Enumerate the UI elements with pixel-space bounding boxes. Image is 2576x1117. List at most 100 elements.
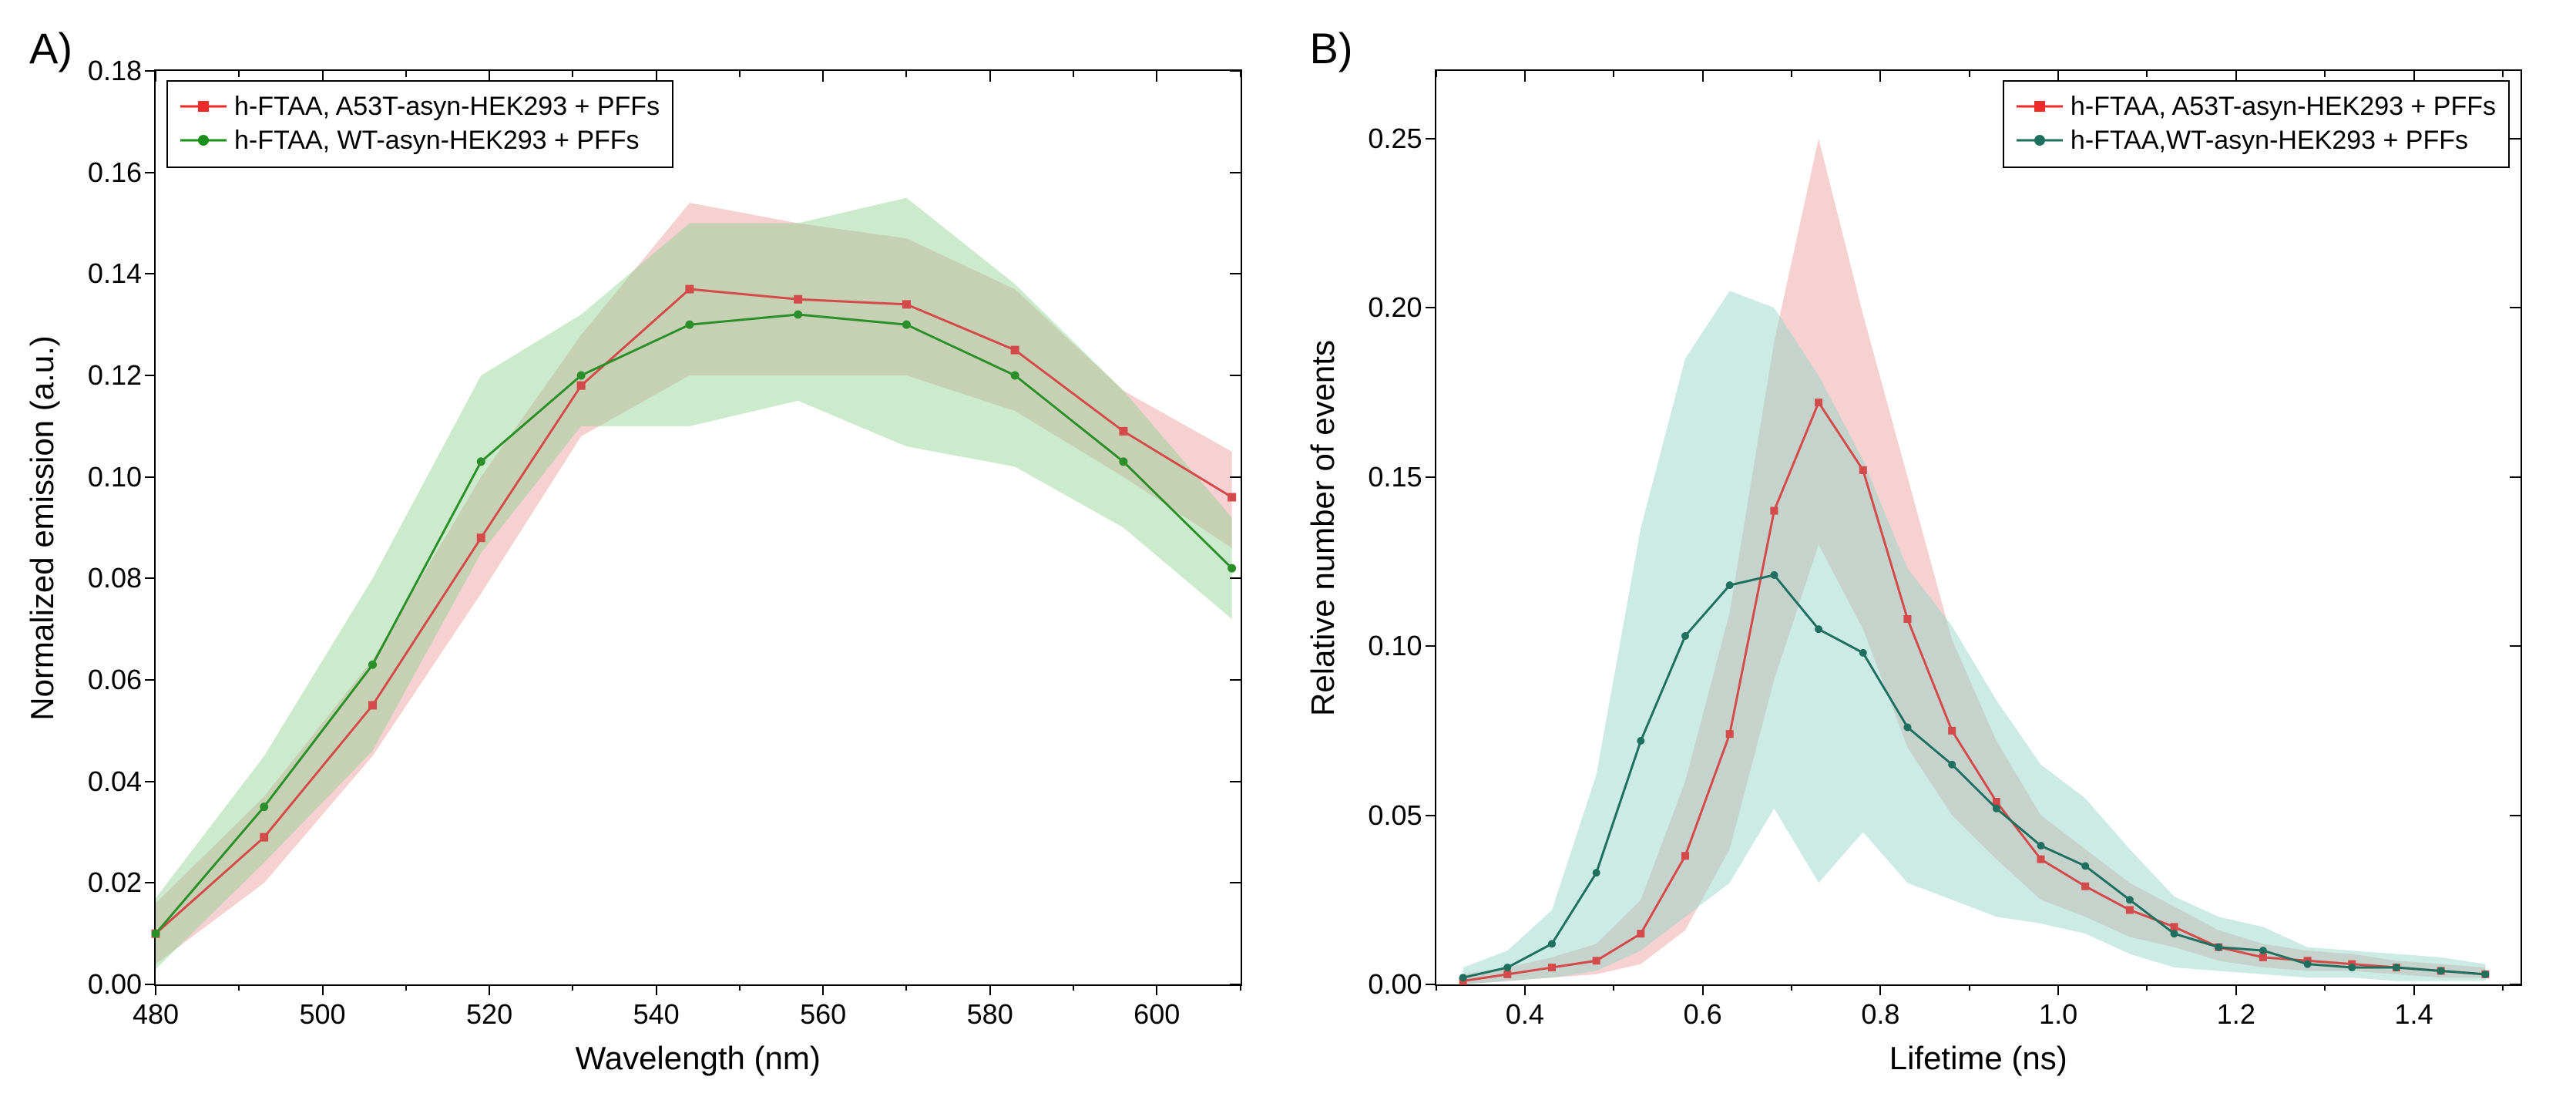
panelA-marker-A53T <box>577 382 585 389</box>
panelB-marker-WT <box>1503 964 1510 971</box>
panelA-marker-A53T <box>1011 346 1019 354</box>
x-tick-label: 480 <box>133 998 179 1031</box>
legend-item: h-FTAA, A53T-asyn-HEK293 + PFFs <box>2017 89 2496 123</box>
panel-a-label: A) <box>29 23 72 73</box>
panel-a-plot-wrap: h-FTAA, A53T-asyn-HEK293 + PFFsh-FTAA, W… <box>154 69 1242 986</box>
legend-label: h-FTAA,WT-asyn-HEK293 + PFFs <box>2071 123 2468 157</box>
panelB-marker-WT <box>1815 626 1822 633</box>
panelB-marker-A53T <box>2259 954 2266 961</box>
panelA-marker-A53T <box>902 301 910 308</box>
x-tick-label: 1.4 <box>2395 998 2433 1031</box>
panelB-marker-WT <box>1903 724 1910 731</box>
panelB-marker-WT <box>1593 870 1600 876</box>
legend-swatch <box>2017 131 2063 150</box>
panelB-marker-A53T <box>2037 856 2044 863</box>
legend-swatch <box>180 97 227 116</box>
panel-b-label: B) <box>1310 23 1353 73</box>
panelB-marker-WT <box>1948 761 1955 768</box>
panel-a-plot-area: h-FTAA, A53T-asyn-HEK293 + PFFsh-FTAA, W… <box>154 69 1242 986</box>
panel-a: A) h-FTAA, A53T-asyn-HEK293 + PFFsh-FTAA… <box>23 15 1273 1094</box>
legend-label: h-FTAA, A53T-asyn-HEK293 + PFFs <box>2071 89 2496 123</box>
panelA-marker-WT <box>794 311 802 318</box>
panelB-marker-WT <box>1726 582 1733 589</box>
y-tick-label: 0.02 <box>88 866 142 899</box>
panelB-marker-A53T <box>1993 799 2000 806</box>
panelA-marker-WT <box>902 321 910 328</box>
panelB-marker-A53T <box>2126 907 2133 913</box>
panelA-marker-A53T <box>260 833 268 841</box>
panel-a-legend: h-FTAA, A53T-asyn-HEK293 + PFFsh-FTAA, W… <box>166 80 673 168</box>
x-tick-label: 1.2 <box>2217 998 2255 1031</box>
panelA-marker-WT <box>152 930 160 937</box>
y-tick-label: 0.12 <box>88 359 142 392</box>
panelB-marker-WT <box>2259 947 2266 954</box>
panelB-marker-A53T <box>1593 957 1600 964</box>
panelB-marker-A53T <box>1548 964 1555 971</box>
panelA-marker-A53T <box>1228 493 1236 501</box>
panelB-marker-WT <box>1859 649 1866 656</box>
panelB-marker-WT <box>2171 930 2178 937</box>
y-tick-label: 0.06 <box>88 664 142 696</box>
figure: A) h-FTAA, A53T-asyn-HEK293 + PFFsh-FTAA… <box>0 0 2576 1117</box>
panelB-marker-WT <box>2393 964 2400 971</box>
panelA-marker-A53T <box>1120 427 1127 435</box>
x-tick-label: 520 <box>466 998 512 1031</box>
panelB-marker-WT <box>2348 964 2355 971</box>
panelB-marker-A53T <box>1859 466 1866 473</box>
panelB-marker-WT <box>1459 974 1466 981</box>
panel-b-xlabel: Lifetime (ns) <box>1889 1040 2067 1077</box>
panelB-marker-WT <box>1681 632 1688 639</box>
panelA-marker-WT <box>477 458 485 466</box>
legend-item: h-FTAA,WT-asyn-HEK293 + PFFs <box>2017 123 2496 157</box>
panelA-marker-WT <box>260 803 268 811</box>
panelA-band-WT <box>156 198 1232 970</box>
x-tick-label: 560 <box>800 998 846 1031</box>
panel-a-ylabel: Normalized emission (a.u.) <box>24 335 61 721</box>
panelB-marker-A53T <box>1637 930 1644 937</box>
panel-b: B) h-FTAA, A53T-asyn-HEK293 + PFFsh-FTAA… <box>1304 15 2554 1094</box>
panelB-marker-A53T <box>1815 399 1822 406</box>
y-tick-label: 0.20 <box>1368 291 1422 324</box>
panelA-marker-A53T <box>794 295 802 303</box>
panel-b-ylabel: Relative number of events <box>1305 340 1342 716</box>
panelB-marker-A53T <box>1503 971 1510 977</box>
x-tick-label: 580 <box>967 998 1013 1031</box>
x-tick-label: 0.8 <box>1861 998 1899 1031</box>
y-tick-label: 0.00 <box>1368 968 1422 1001</box>
panelA-marker-WT <box>577 372 585 379</box>
panelB-marker-A53T <box>1948 727 1955 734</box>
panel-b-plot-area: h-FTAA, A53T-asyn-HEK293 + PFFsh-FTAA,WT… <box>1435 69 2523 986</box>
legend-swatch <box>2017 97 2063 116</box>
panel-b-plot-wrap: h-FTAA, A53T-asyn-HEK293 + PFFsh-FTAA,WT… <box>1435 69 2523 986</box>
panel-b-svg <box>1436 71 2521 984</box>
panel-a-svg <box>156 71 1241 984</box>
panelB-band-WT <box>1463 291 2485 984</box>
panelB-marker-WT <box>2037 843 2044 850</box>
legend-item: h-FTAA, WT-asyn-HEK293 + PFFs <box>180 123 660 157</box>
panelA-marker-WT <box>1228 564 1236 572</box>
x-tick-label: 0.6 <box>1684 998 1722 1031</box>
panelA-marker-WT <box>369 661 377 668</box>
y-tick-label: 0.00 <box>88 968 142 1001</box>
panelA-marker-WT <box>1120 458 1127 466</box>
y-tick-label: 0.14 <box>88 257 142 290</box>
y-tick-label: 0.15 <box>1368 461 1422 493</box>
panelB-marker-A53T <box>1681 853 1688 860</box>
panelB-marker-WT <box>1548 940 1555 947</box>
legend-label: h-FTAA, WT-asyn-HEK293 + PFFs <box>234 123 640 157</box>
legend-swatch <box>180 131 227 150</box>
panelB-marker-A53T <box>1770 507 1777 514</box>
panelB-marker-WT <box>2304 961 2311 967</box>
panelB-marker-A53T <box>2171 924 2178 930</box>
panelA-marker-A53T <box>369 701 377 709</box>
panel-b-legend: h-FTAA, A53T-asyn-HEK293 + PFFsh-FTAA,WT… <box>2003 80 2510 168</box>
panelB-marker-WT <box>2126 897 2133 903</box>
panelB-marker-WT <box>2081 863 2088 870</box>
x-tick-label: 500 <box>299 998 345 1031</box>
panelB-marker-A53T <box>2081 883 2088 890</box>
panelB-marker-WT <box>1770 571 1777 578</box>
y-tick-label: 0.10 <box>1368 630 1422 662</box>
legend-item: h-FTAA, A53T-asyn-HEK293 + PFFs <box>180 89 660 123</box>
panel-a-xlabel: Wavelength (nm) <box>576 1040 821 1077</box>
legend-label: h-FTAA, A53T-asyn-HEK293 + PFFs <box>234 89 660 123</box>
